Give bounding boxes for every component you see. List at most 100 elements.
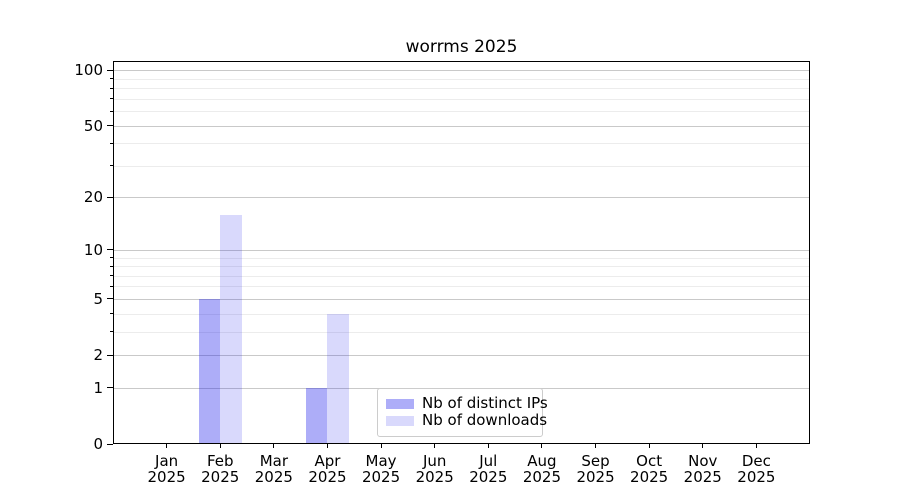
x-tick-mark [273,444,275,448]
x-tick-label-dec: Dec 2025 [716,453,796,485]
x-tick-label-nov: Nov 2025 [663,453,743,485]
y-minor-tick-mark [110,265,113,267]
x-tick-mark [755,444,757,448]
y-tick-label: 10 [83,240,103,259]
y-tick-label: 50 [83,116,103,135]
legend-label-distinct-ips: Nb of distinct IPs [422,394,548,412]
y-minor-tick-mark [110,110,113,112]
gridline-minor [113,143,810,145]
y-minor-tick-mark [110,331,113,333]
x-tick-month: Dec [741,452,771,470]
bar-downloads-apr [327,313,349,444]
x-tick-month: Jul [479,452,498,470]
y-minor-tick-mark [110,285,113,287]
bar-distinct-ips-feb [198,298,221,444]
x-tick-mark [541,444,543,448]
legend-item-distinct-ips: Nb of distinct IPs [386,395,548,412]
x-tick-label-sep: Sep 2025 [556,453,636,485]
y-minor-tick-mark [110,275,113,277]
x-tick-year: 2025 [201,468,240,486]
y-tick-mark [107,387,113,389]
x-tick-label-jan: Jan 2025 [127,453,207,485]
legend-item-downloads: Nb of downloads [386,412,547,429]
x-tick-label-oct: Oct 2025 [609,453,689,485]
gridline-minor [113,78,810,80]
x-tick-year: 2025 [737,468,776,486]
x-tick-year: 2025 [630,468,669,486]
gridline-minor [113,257,810,259]
x-tick-mark [595,444,597,448]
x-tick-year: 2025 [683,468,722,486]
y-minor-tick-mark [110,78,113,80]
x-tick-year: 2025 [147,468,186,486]
gridline-minor [113,313,810,315]
x-tick-mark [326,444,328,448]
y-minor-tick-mark [110,313,113,315]
x-tick-mark [702,444,704,448]
gridline-major [113,197,810,199]
x-tick-label-apr: Apr 2025 [287,453,367,485]
y-tick-mark [107,354,113,356]
x-tick-mark [166,444,168,448]
gridline-minor [113,165,810,167]
y-minor-tick-mark [110,142,113,144]
plot-area [113,61,810,444]
legend: Nb of distinct IPs Nb of downloads [377,388,548,437]
y-tick-mark [107,196,113,198]
gridline-major [113,298,810,300]
x-tick-month: Apr [314,452,341,470]
x-tick-year: 2025 [469,468,508,486]
y-tick-mark [107,125,113,127]
x-tick-month: Jan [155,452,179,470]
legend-swatch-downloads [386,415,414,426]
y-tick-mark [107,69,113,71]
x-tick-year: 2025 [308,468,347,486]
gridline-major [113,249,810,251]
gridline-minor [113,275,810,277]
y-tick-mark [107,443,113,445]
y-tick-label: 5 [93,289,103,308]
x-tick-mark [380,444,382,448]
x-tick-year: 2025 [576,468,615,486]
x-tick-month: Nov [688,452,718,470]
x-tick-label-feb: Feb 2025 [180,453,260,485]
x-tick-month: May [365,452,397,470]
x-tick-year: 2025 [254,468,293,486]
x-tick-label-aug: Aug 2025 [502,453,582,485]
y-minor-tick-mark [110,87,113,89]
y-tick-label: 20 [83,188,103,207]
y-tick-label: 1 [93,378,103,397]
gridline-minor [113,98,810,100]
chart-title: worrms 2025 [405,37,518,57]
x-tick-month: Aug [527,452,557,470]
x-tick-month: Sep [581,452,610,470]
x-tick-month: Feb [206,452,234,470]
x-tick-label-mar: Mar 2025 [234,453,314,485]
y-tick-label: 0 [93,435,103,453]
x-tick-month: Oct [636,452,663,470]
x-tick-label-jul: Jul 2025 [448,453,528,485]
x-tick-mark [648,444,650,448]
x-tick-year: 2025 [361,468,401,486]
y-minor-tick-mark [110,257,113,259]
gridline-minor [113,111,810,113]
x-tick-month: Mar [259,452,288,470]
x-tick-label-may: May 2025 [341,453,421,485]
bar-distinct-ips-apr [305,387,328,444]
x-tick-mark [487,444,489,448]
x-tick-label-jun: Jun 2025 [395,453,475,485]
x-tick-mark [219,444,221,448]
gridline-minor [113,266,810,268]
gridline-major [113,70,810,72]
x-tick-mark [434,444,436,448]
y-minor-tick-mark [110,98,113,100]
y-tick-label: 100 [74,61,103,80]
x-tick-year: 2025 [415,468,454,486]
gridline-minor [113,286,810,288]
legend-swatch-distinct-ips [386,398,414,409]
x-tick-month: Jun [422,452,447,470]
gridline-major [113,125,810,127]
x-tick-year: 2025 [522,468,562,486]
gridline-minor [113,88,810,90]
